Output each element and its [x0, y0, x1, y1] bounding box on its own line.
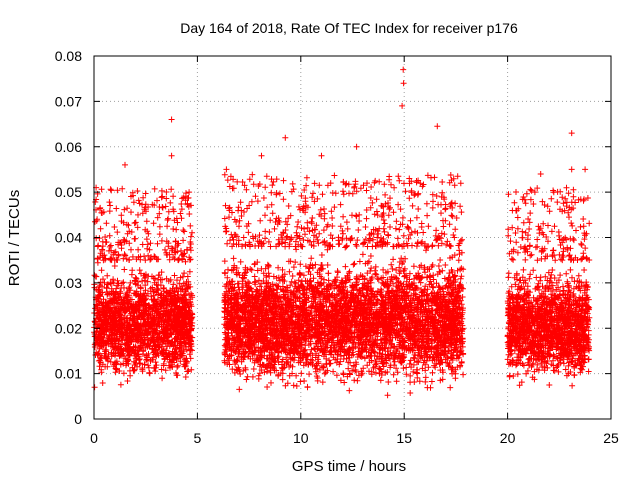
y-tick-label: 0.02	[55, 320, 82, 336]
y-tick-label: 0	[74, 411, 82, 427]
y-tick-label: 0.04	[55, 230, 82, 246]
y-tick-label: 0.06	[55, 139, 82, 155]
x-tick-label: 20	[500, 430, 516, 446]
y-tick-label: 0.03	[55, 275, 82, 291]
data-points	[91, 66, 593, 399]
roti-point-markers	[91, 66, 593, 399]
y-tick-label: 0.07	[55, 93, 82, 109]
x-tick-label: 25	[603, 430, 619, 446]
x-tick-label: 10	[293, 430, 309, 446]
x-tick-label: 0	[90, 430, 98, 446]
axis-ticks	[93, 55, 612, 420]
y-tick-label: 0.05	[55, 184, 82, 200]
y-tick-label: 0.01	[55, 366, 82, 382]
tick-labels: 0 5 10 15 20 25 0 0.01 0.02 0.03 0.04 0.05 0.06 0.07 0…	[55, 48, 619, 446]
x-tick-label: 15	[396, 430, 412, 446]
y-axis-label: ROTI / TECUs	[6, 190, 23, 286]
x-axis-label: GPS time / hours	[292, 458, 406, 475]
grid-lines	[94, 56, 611, 419]
y-tick-label: 0.08	[55, 48, 82, 64]
chart-title: Day 164 of 2018, Rate Of TEC Index for r…	[180, 20, 518, 36]
x-tick-label: 5	[194, 430, 202, 446]
